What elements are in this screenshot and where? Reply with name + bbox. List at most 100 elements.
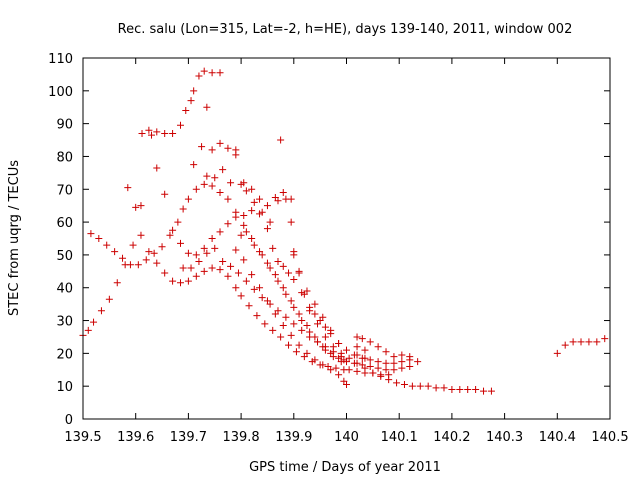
data-point	[219, 257, 227, 265]
data-point	[161, 129, 169, 137]
data-point	[237, 231, 245, 239]
data-point	[295, 341, 303, 349]
data-point	[298, 326, 306, 334]
data-point	[282, 290, 290, 298]
data-point	[176, 121, 184, 129]
x-tick-label: 140	[334, 430, 359, 445]
data-point	[211, 244, 219, 252]
data-point	[84, 326, 92, 334]
data-point	[179, 205, 187, 213]
y-tick-label: 70	[56, 183, 73, 198]
data-point	[398, 364, 406, 372]
data-point	[263, 225, 271, 233]
data-point	[361, 346, 369, 354]
data-point	[195, 257, 203, 265]
data-point	[306, 328, 314, 336]
x-tick-label: 139.6	[117, 430, 154, 445]
data-point	[176, 279, 184, 287]
data-point	[353, 351, 361, 359]
x-tick-label: 139.9	[275, 430, 312, 445]
data-point	[169, 277, 177, 285]
data-point	[358, 335, 366, 343]
data-point	[366, 338, 374, 346]
data-point	[263, 202, 271, 210]
data-point	[248, 271, 256, 279]
data-point	[166, 231, 174, 239]
data-point	[332, 364, 340, 372]
data-point	[232, 246, 240, 254]
data-point	[224, 220, 232, 228]
data-point	[274, 277, 282, 285]
data-point	[345, 354, 353, 362]
data-point	[97, 307, 105, 315]
data-point	[314, 338, 322, 346]
data-point	[414, 358, 422, 366]
data-point	[561, 341, 569, 349]
data-point	[390, 353, 398, 361]
data-point	[174, 218, 182, 226]
data-point	[216, 69, 224, 77]
data-point	[432, 384, 440, 392]
data-point	[208, 146, 216, 154]
data-point	[129, 241, 137, 249]
data-point	[148, 131, 156, 139]
data-point	[263, 259, 271, 267]
x-tick-label: 140.1	[381, 430, 418, 445]
data-point	[319, 361, 327, 369]
data-point	[382, 366, 390, 374]
data-point	[208, 69, 216, 77]
x-tick-label: 140.3	[486, 430, 523, 445]
data-point	[311, 310, 319, 318]
data-point	[132, 203, 140, 211]
data-point	[292, 348, 300, 356]
data-point	[306, 307, 314, 315]
data-point	[258, 251, 266, 259]
data-point	[279, 262, 287, 270]
data-point	[153, 164, 161, 172]
data-point	[277, 136, 285, 144]
data-point	[119, 254, 127, 262]
data-point	[232, 213, 240, 221]
data-point	[448, 385, 456, 393]
data-point	[242, 228, 250, 236]
data-point	[216, 228, 224, 236]
data-point	[335, 340, 343, 348]
data-point	[216, 266, 224, 274]
x-tick-label: 139.8	[222, 430, 259, 445]
data-point	[408, 382, 416, 390]
data-point	[345, 366, 353, 374]
data-point	[192, 251, 200, 259]
data-point	[290, 248, 298, 256]
data-point	[192, 185, 200, 193]
data-point	[377, 371, 385, 379]
data-point	[224, 272, 232, 280]
data-point	[327, 366, 335, 374]
data-point	[274, 197, 282, 205]
data-point	[126, 261, 134, 269]
data-point	[248, 235, 256, 242]
data-point	[487, 387, 495, 395]
data-point	[90, 318, 98, 326]
data-point	[337, 358, 345, 366]
data-point	[440, 384, 448, 392]
data-point	[601, 335, 609, 343]
x-tick-label: 139.7	[170, 430, 207, 445]
data-point	[298, 289, 306, 297]
data-point	[269, 244, 277, 252]
data-point	[343, 346, 350, 354]
data-point	[303, 349, 311, 357]
y-tick-label: 110	[48, 52, 73, 67]
data-point	[424, 382, 432, 390]
data-point	[287, 218, 295, 226]
data-point	[227, 179, 235, 187]
data-point	[208, 182, 216, 190]
data-point	[150, 249, 158, 257]
data-point	[158, 243, 166, 251]
data-point	[303, 321, 311, 329]
data-point	[200, 244, 208, 252]
data-point	[263, 297, 271, 305]
data-point	[361, 354, 369, 362]
data-point	[111, 248, 119, 256]
data-point	[208, 235, 216, 242]
